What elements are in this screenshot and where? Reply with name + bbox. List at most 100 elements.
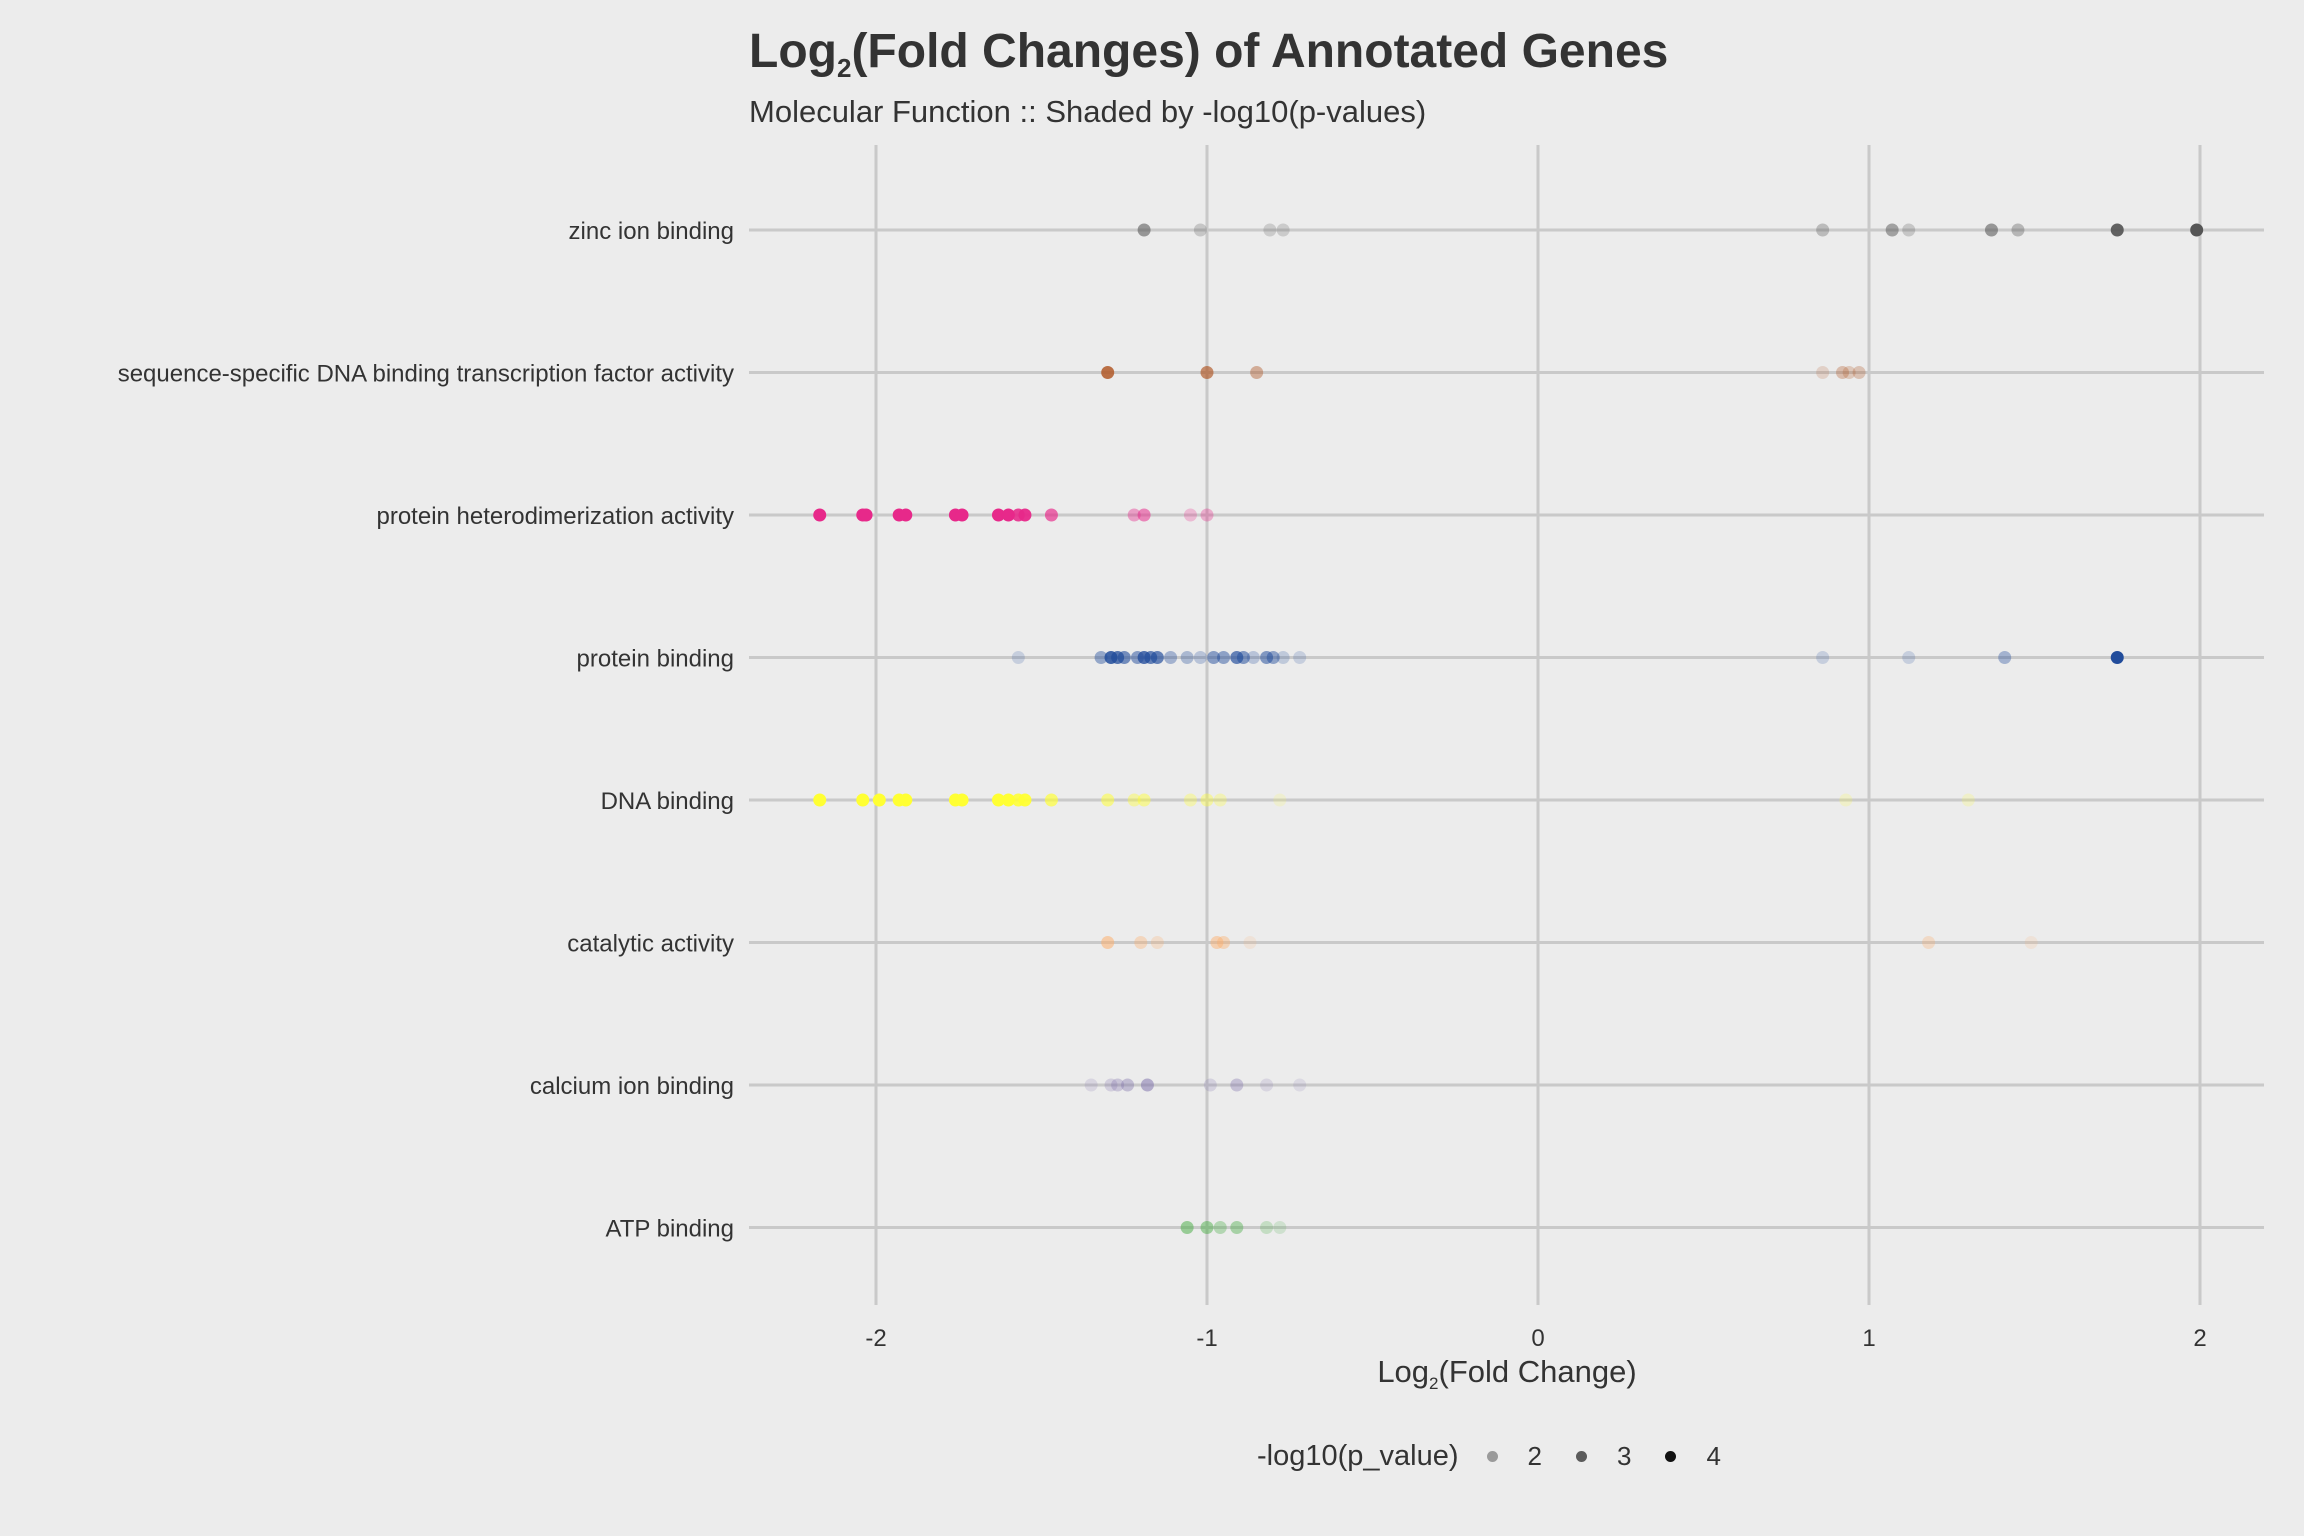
data-point — [2190, 223, 2204, 237]
legend-title: -log10(p_value) — [1257, 1440, 1459, 1472]
chart-title-prefix: Log — [749, 25, 837, 78]
y-category-label: ATP binding — [605, 1216, 734, 1243]
data-point — [872, 793, 886, 807]
data-point — [1836, 366, 1850, 379]
data-point — [859, 508, 873, 522]
data-point — [2110, 651, 2124, 664]
data-point — [1018, 508, 1032, 522]
data-point — [1243, 936, 1257, 949]
data-point — [1273, 793, 1287, 807]
data-point — [1183, 508, 1197, 522]
data-point — [1998, 651, 2012, 664]
y-category-label: calcium ion binding — [530, 1073, 734, 1100]
data-point — [1842, 366, 1856, 379]
horizontal-gridlines — [749, 228, 2264, 1229]
data-point — [955, 793, 969, 807]
data-point — [2011, 223, 2025, 237]
legend-dot-icon — [1486, 1451, 1498, 1462]
data-point — [1018, 793, 1032, 807]
legend-item: 2 — [1486, 1441, 1542, 1472]
data-point — [1839, 793, 1853, 807]
legend-item: 3 — [1575, 1441, 1632, 1472]
data-point — [1104, 1078, 1118, 1092]
legend-label: 3 — [1616, 1441, 1632, 1471]
data-point — [1260, 1078, 1274, 1092]
x-tick-label: -2 — [865, 1325, 886, 1352]
data-point — [1250, 366, 1264, 379]
data-point — [1200, 508, 1214, 522]
data-point — [1101, 366, 1115, 379]
data-point — [1044, 508, 1058, 522]
data-point — [1217, 651, 1231, 664]
data-point — [955, 508, 969, 522]
legend-label: 2 — [1527, 1441, 1542, 1471]
x-tick-label: 0 — [1531, 1325, 1544, 1352]
data-point — [1276, 651, 1290, 664]
data-point — [1134, 936, 1148, 949]
data-point — [1922, 936, 1936, 949]
data-point — [1127, 508, 1141, 522]
data-point — [1266, 651, 1280, 664]
data-points — [813, 223, 2204, 1234]
legend: -log10(p_value) 2 3 4 — [1257, 1440, 1755, 1473]
x-tick-label: 2 — [2193, 1325, 2206, 1352]
data-point — [1246, 651, 1260, 664]
data-point — [1293, 651, 1307, 664]
x-axis-tick-labels: -2 -1 0 1 2 — [865, 1325, 2206, 1352]
data-point — [1260, 1221, 1274, 1234]
data-point — [1293, 1078, 1307, 1092]
data-point — [1137, 223, 1151, 237]
data-point — [1260, 651, 1274, 664]
data-point — [1885, 223, 1899, 237]
data-point — [813, 508, 827, 522]
data-point — [1094, 651, 1108, 664]
data-point — [991, 508, 1005, 522]
legend-item: 4 — [1665, 1441, 1721, 1472]
data-point — [1180, 651, 1194, 664]
data-point — [1236, 651, 1250, 664]
y-category-label: DNA binding — [601, 788, 734, 815]
data-point — [1140, 1078, 1154, 1092]
data-point — [1001, 508, 1015, 522]
data-point — [856, 793, 870, 807]
data-point — [1101, 793, 1115, 807]
data-point — [899, 508, 913, 522]
data-point — [2024, 936, 2038, 949]
data-point — [1183, 793, 1197, 807]
y-category-label: protein heterodimerization activity — [376, 503, 734, 530]
data-point — [1230, 1221, 1244, 1234]
x-tick-label: -1 — [1196, 1325, 1217, 1352]
y-axis-labels: zinc ion binding sequence-specific DNA bi… — [118, 218, 734, 1243]
data-point — [1816, 651, 1830, 664]
y-category-label: catalytic activity — [567, 931, 734, 958]
data-point — [1200, 793, 1214, 807]
data-point — [1816, 223, 1830, 237]
data-point — [1150, 936, 1164, 949]
y-category-label: zinc ion binding — [569, 218, 734, 245]
data-point — [1084, 1078, 1098, 1092]
data-point — [1816, 366, 1830, 379]
data-point — [1852, 366, 1866, 379]
data-point — [1101, 936, 1115, 949]
data-point — [1001, 793, 1015, 807]
x-axis-title: Log2(Fold Change) — [1377, 1354, 1636, 1393]
data-point — [813, 793, 827, 807]
data-point — [1164, 651, 1178, 664]
data-point — [1044, 793, 1058, 807]
data-point — [1217, 936, 1231, 949]
data-point — [1207, 651, 1221, 664]
data-point — [1011, 651, 1025, 664]
data-point — [1137, 793, 1151, 807]
data-point — [1213, 1221, 1227, 1234]
data-point — [1111, 1078, 1125, 1092]
chart-title-subscript: 2 — [836, 53, 852, 83]
chart-title: Log2(Fold Changes) of Annotated Genes — [749, 24, 1668, 81]
data-point — [1984, 223, 1998, 237]
data-point — [1150, 651, 1164, 664]
data-point — [1276, 223, 1290, 237]
data-point — [1263, 223, 1277, 237]
data-point — [2110, 223, 2124, 237]
y-category-label: protein binding — [577, 646, 734, 673]
chart-subtitle: Molecular Function :: Shaded by -log10(p… — [749, 94, 1427, 129]
